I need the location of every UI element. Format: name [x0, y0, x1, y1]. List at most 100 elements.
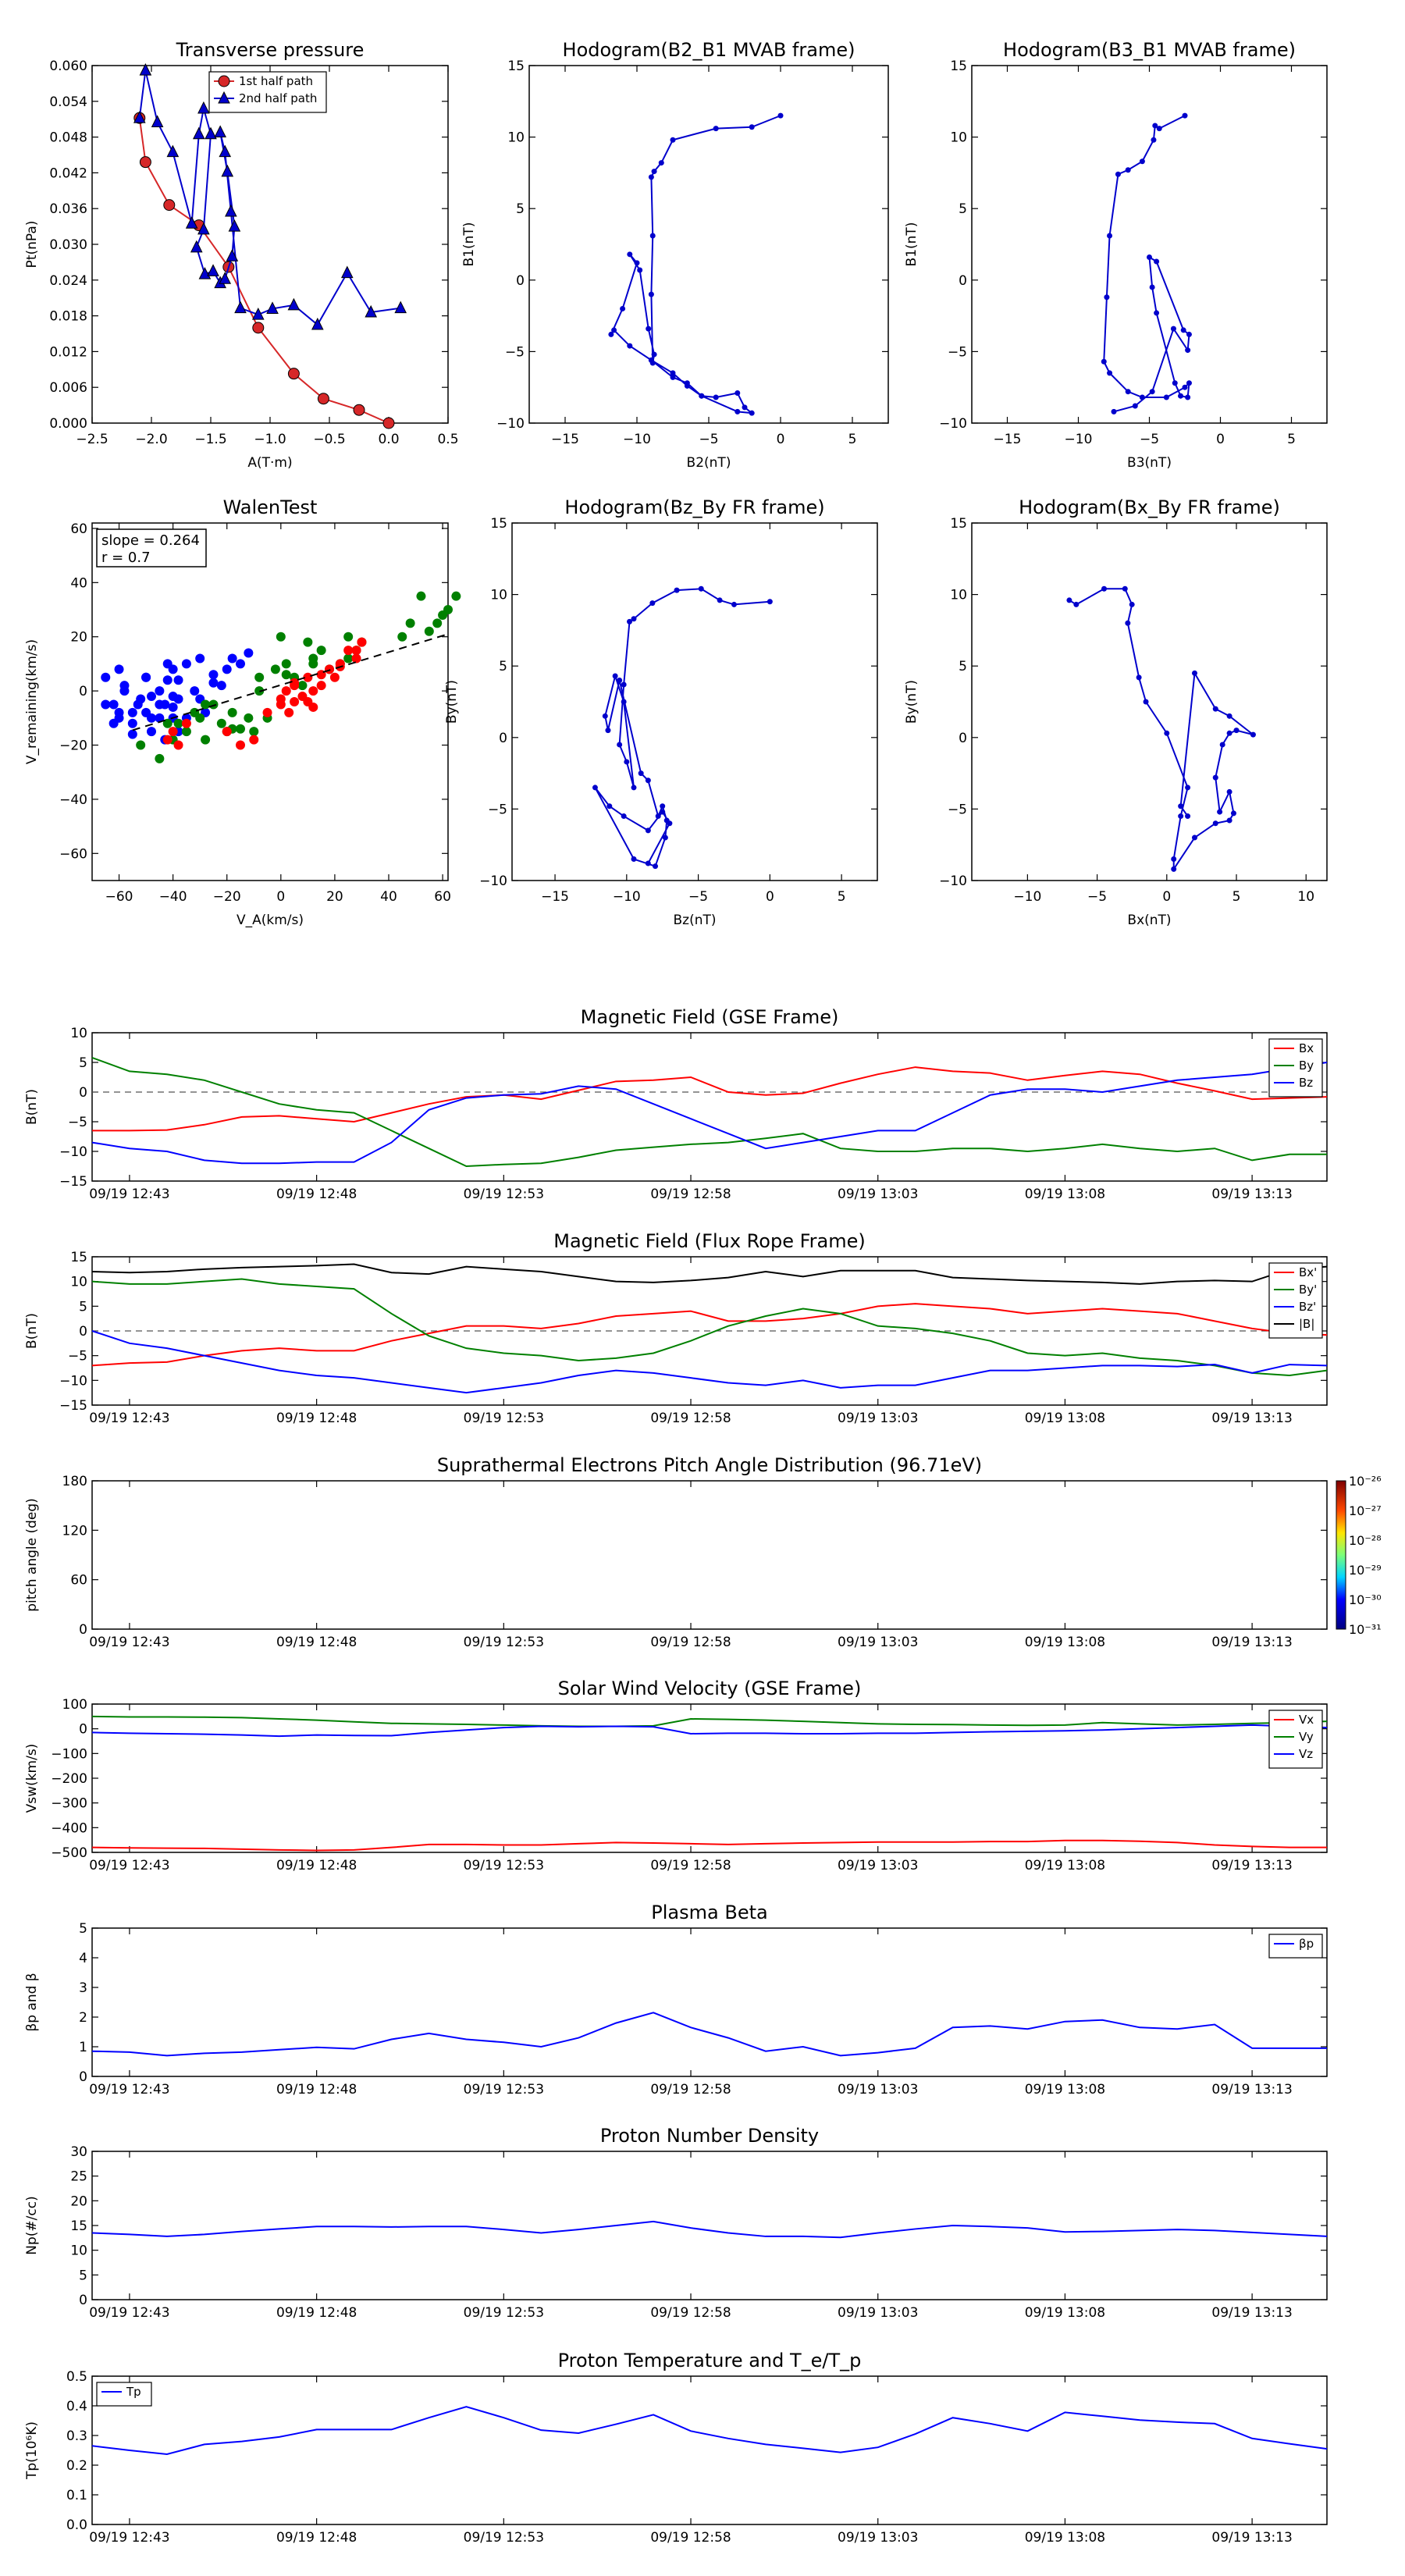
- x-tick-label: −20: [213, 889, 241, 905]
- data-point: [1185, 813, 1191, 820]
- annotation-text: r = 0.7: [101, 550, 151, 566]
- y-tick-label: 5: [79, 1299, 87, 1315]
- data-point: [1152, 123, 1158, 129]
- y-tick-label: 10: [950, 130, 967, 146]
- scatter-point: [136, 694, 146, 704]
- y-tick-label: 5: [499, 659, 507, 674]
- data-point: [606, 803, 613, 809]
- x-tick-label: 0: [276, 889, 285, 905]
- data-point: [287, 368, 300, 380]
- data-point: [1178, 393, 1184, 399]
- x-tick-label: 09/19 13:13: [1211, 1635, 1292, 1650]
- data-point: [353, 404, 365, 416]
- x-tick-label: −5: [688, 889, 708, 905]
- data-point: [648, 291, 654, 297]
- scatter-point: [270, 664, 280, 674]
- data-point: [1164, 730, 1170, 736]
- chart-title: Hodogram(B2_B1 MVAB frame): [563, 39, 855, 61]
- data-point: [713, 126, 719, 132]
- series-line: [91, 1724, 1328, 1738]
- y-tick-label: −10: [479, 873, 507, 889]
- data-point: [1219, 742, 1225, 748]
- x-tick-label: −60: [105, 889, 133, 905]
- data-point: [645, 827, 651, 834]
- scatter-point: [308, 686, 318, 696]
- data-point: [653, 863, 659, 870]
- scatter-point: [357, 637, 367, 647]
- x-tick-label: 09/19 12:58: [650, 2082, 731, 2097]
- legend: Tp: [96, 2382, 152, 2407]
- scatter-point: [325, 664, 334, 674]
- plot-frame: [91, 2151, 1328, 2300]
- x-tick-label: 09/19 13:03: [838, 1411, 918, 1426]
- scatter-point: [147, 727, 156, 737]
- x-tick-label: 09/19 12:48: [276, 2082, 357, 2097]
- data-point: [1073, 601, 1080, 607]
- x-tick-label: −2.0: [135, 432, 167, 447]
- data-point: [1154, 258, 1160, 265]
- data-point: [365, 304, 378, 318]
- x-tick-label: 09/19 12:48: [276, 1411, 357, 1426]
- data-point: [1125, 167, 1131, 173]
- y-tick-label: 100: [62, 1697, 87, 1713]
- x-tick-label: 09/19 13:08: [1025, 1858, 1105, 1873]
- scatter-point: [343, 646, 354, 656]
- y-tick-label: 1: [79, 2040, 87, 2055]
- y-tick-label: 0.000: [49, 416, 87, 432]
- chart-title: Transverse pressure: [176, 39, 365, 61]
- legend: Vx Vy Vz: [1268, 1710, 1323, 1769]
- x-tick-label: 09/19 12:43: [89, 1635, 169, 1650]
- scatter-point: [168, 692, 178, 702]
- data-point: [311, 317, 324, 330]
- x-axis-label: Bz(nT): [673, 913, 716, 928]
- data-point: [151, 115, 164, 128]
- y-tick-label: 0.1: [66, 2488, 87, 2503]
- scatter-point: [276, 632, 286, 642]
- x-tick-label: 09/19 12:48: [276, 2305, 357, 2321]
- x-tick-label: −1.0: [254, 432, 286, 447]
- scatter-point: [168, 702, 178, 712]
- x-tick-label: 0: [766, 889, 774, 905]
- scatter-point: [451, 591, 461, 601]
- chart-title: Proton Temperature and T_e/T_p: [558, 2350, 862, 2371]
- y-tick-label: 0: [499, 731, 507, 746]
- data-point: [742, 404, 748, 411]
- y-tick-label: 0.024: [49, 273, 87, 289]
- scatter-point: [190, 707, 200, 717]
- series-line: [91, 1330, 1328, 1394]
- x-tick-label: 09/19 13:08: [1025, 1411, 1105, 1426]
- data-point: [139, 156, 151, 169]
- data-point: [1163, 394, 1169, 400]
- legend-label: By: [1299, 1059, 1314, 1073]
- legend: βp: [1268, 1934, 1323, 1959]
- x-tick-label: 20: [326, 889, 343, 905]
- chart-title: Proton Number Density: [600, 2125, 819, 2147]
- legend-label: 2nd half path: [239, 91, 317, 105]
- chart-title: Magnetic Field (Flux Rope Frame): [553, 1230, 865, 1252]
- series-line: [91, 1303, 1328, 1367]
- data-point: [649, 233, 656, 239]
- y-tick-label: 0.006: [49, 380, 87, 396]
- y-tick-label: 180: [62, 1474, 87, 1489]
- scatter-point: [244, 713, 254, 723]
- series-line: [91, 2220, 1328, 2239]
- y-tick-label: −60: [59, 846, 87, 862]
- series-line: [138, 118, 389, 424]
- data-point: [638, 770, 644, 777]
- y-tick-label: 0.018: [49, 309, 87, 325]
- scatter-point: [262, 707, 272, 717]
- series-line: [594, 588, 770, 867]
- scatter-point: [168, 727, 178, 737]
- data-point: [1139, 158, 1145, 165]
- series-line: [91, 2012, 1327, 2057]
- scatter-point: [416, 591, 426, 601]
- plot-frame: [91, 65, 449, 424]
- data-point: [219, 272, 232, 284]
- y-tick-label: 0.012: [49, 344, 87, 360]
- y-axis-label: B(nT): [24, 1313, 40, 1349]
- scatter-point: [236, 659, 245, 669]
- data-point: [214, 125, 226, 137]
- y-axis-label: pitch angle (deg): [24, 1498, 40, 1612]
- x-axis-label: Bx(nT): [1127, 913, 1171, 928]
